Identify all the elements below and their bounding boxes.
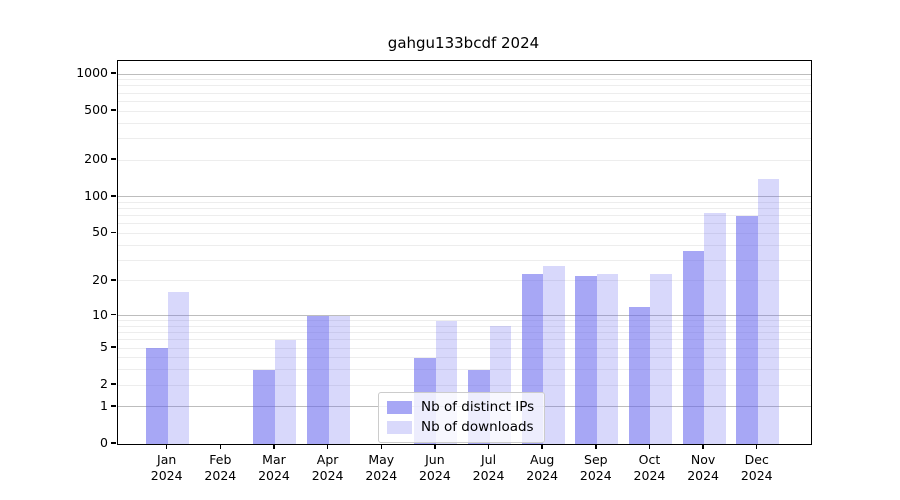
y-tick-mark bbox=[111, 195, 116, 197]
bar-distinct-ips-dec bbox=[736, 215, 758, 444]
y-tick-mark bbox=[111, 383, 116, 385]
y-tick-label: 5 bbox=[100, 339, 108, 355]
downloads-swatch bbox=[387, 421, 412, 434]
major-gridline bbox=[118, 315, 811, 317]
minor-gridline bbox=[118, 201, 811, 203]
y-tick-label: 1 bbox=[100, 397, 108, 413]
minor-gridline bbox=[118, 79, 811, 81]
bar-downloads-dec bbox=[757, 178, 780, 444]
x-tick-mark bbox=[702, 444, 704, 450]
x-tick-mark bbox=[434, 444, 436, 450]
minor-gridline bbox=[118, 100, 811, 102]
minor-gridline bbox=[118, 92, 811, 94]
y-tick-label: 20 bbox=[92, 271, 108, 287]
x-tick-mark bbox=[756, 444, 758, 450]
minor-gridline bbox=[118, 347, 811, 349]
y-tick-label: 500 bbox=[84, 102, 108, 118]
minor-gridline bbox=[118, 85, 811, 87]
legend: Nb of distinct IPs Nb of downloads bbox=[378, 392, 546, 443]
y-tick-label: 50 bbox=[92, 224, 108, 240]
bar-distinct-ips-sep bbox=[575, 276, 597, 444]
x-tick-mark bbox=[166, 444, 168, 450]
bar-downloads-sep bbox=[596, 273, 619, 444]
x-tick-mark bbox=[595, 444, 597, 450]
major-gridline bbox=[118, 196, 811, 198]
x-tick-mark bbox=[541, 444, 543, 450]
y-tick-mark bbox=[111, 158, 116, 160]
y-tick-mark bbox=[111, 405, 116, 407]
y-tick-mark bbox=[111, 231, 116, 234]
major-gridline bbox=[118, 73, 811, 75]
y-tick-label: 0 bbox=[100, 435, 108, 450]
minor-gridline bbox=[118, 339, 811, 341]
x-tick-label: Feb 2024 bbox=[204, 452, 237, 483]
minor-gridline bbox=[118, 357, 811, 359]
minor-gridline bbox=[118, 223, 811, 225]
y-tick-mark bbox=[111, 346, 116, 348]
legend-item-distinct-ips: Nb of distinct IPs bbox=[387, 400, 534, 415]
y-tick-label: 200 bbox=[84, 151, 108, 166]
x-tick-label: May 2024 bbox=[365, 452, 398, 483]
minor-gridline bbox=[118, 384, 811, 386]
x-tick-mark bbox=[380, 444, 382, 450]
y-tick-mark bbox=[111, 72, 116, 74]
minor-gridline bbox=[118, 208, 811, 210]
bar-downloads-mar bbox=[274, 339, 297, 444]
y-tick-mark bbox=[111, 313, 116, 316]
x-tick-label: Mar 2024 bbox=[258, 452, 290, 483]
minor-gridline bbox=[118, 325, 811, 327]
minor-gridline bbox=[118, 137, 811, 139]
x-tick-label: Apr 2024 bbox=[311, 452, 344, 483]
y-tick-mark bbox=[111, 109, 116, 111]
minor-gridline bbox=[118, 280, 811, 282]
legend-label-downloads: Nb of downloads bbox=[421, 419, 534, 435]
y-tick-mark bbox=[111, 442, 116, 444]
bar-distinct-ips-nov bbox=[682, 250, 705, 444]
x-tick-label: Jun 2024 bbox=[418, 452, 451, 483]
minor-gridline bbox=[118, 122, 811, 124]
x-tick-label: Jul 2024 bbox=[472, 452, 505, 483]
x-tick-label: Dec 2024 bbox=[740, 452, 773, 483]
y-tick-label: 2 bbox=[100, 376, 108, 392]
x-tick-mark bbox=[326, 444, 329, 450]
x-tick-mark bbox=[273, 444, 275, 450]
plot-area bbox=[117, 60, 812, 445]
legend-label-distinct-ips: Nb of distinct IPs bbox=[421, 399, 535, 415]
distinct-ips-swatch bbox=[387, 401, 412, 414]
x-tick-mark bbox=[219, 444, 222, 450]
bar-downloads-aug bbox=[543, 265, 565, 444]
bar-distinct-ips-oct bbox=[628, 306, 651, 444]
x-tick-mark bbox=[648, 444, 651, 450]
bar-distinct-ips-apr bbox=[307, 315, 329, 444]
x-tick-label: Nov 2024 bbox=[687, 452, 719, 483]
bar-distinct-ips-jan bbox=[146, 348, 168, 444]
x-tick-label: Aug 2024 bbox=[526, 452, 559, 483]
x-tick-label: Oct 2024 bbox=[633, 452, 666, 483]
minor-gridline bbox=[118, 369, 811, 371]
minor-gridline bbox=[118, 332, 811, 334]
y-tick-label: 100 bbox=[84, 187, 108, 203]
chart-title: gahgu133bcdf 2024 bbox=[387, 34, 540, 52]
bar-downloads-nov bbox=[704, 212, 726, 444]
y-tick-mark bbox=[111, 279, 116, 281]
x-tick-label: Sep 2024 bbox=[579, 452, 612, 483]
bar-downloads-oct bbox=[650, 273, 672, 444]
bar-distinct-ips-mar bbox=[253, 369, 275, 444]
y-tick-label: 10 bbox=[92, 306, 108, 322]
minor-gridline bbox=[118, 244, 811, 246]
bar-downloads-jan bbox=[167, 292, 190, 444]
minor-gridline bbox=[118, 215, 811, 217]
minor-gridline bbox=[118, 159, 811, 161]
x-tick-mark bbox=[487, 444, 490, 450]
minor-gridline bbox=[118, 320, 811, 322]
x-tick-label: Jan 2024 bbox=[150, 452, 183, 483]
legend-item-downloads: Nb of downloads bbox=[387, 420, 534, 435]
bar-downloads-apr bbox=[328, 315, 351, 444]
y-tick-label: 1000 bbox=[76, 65, 108, 81]
minor-gridline bbox=[118, 110, 811, 112]
minor-gridline bbox=[118, 232, 811, 234]
minor-gridline bbox=[118, 259, 811, 261]
